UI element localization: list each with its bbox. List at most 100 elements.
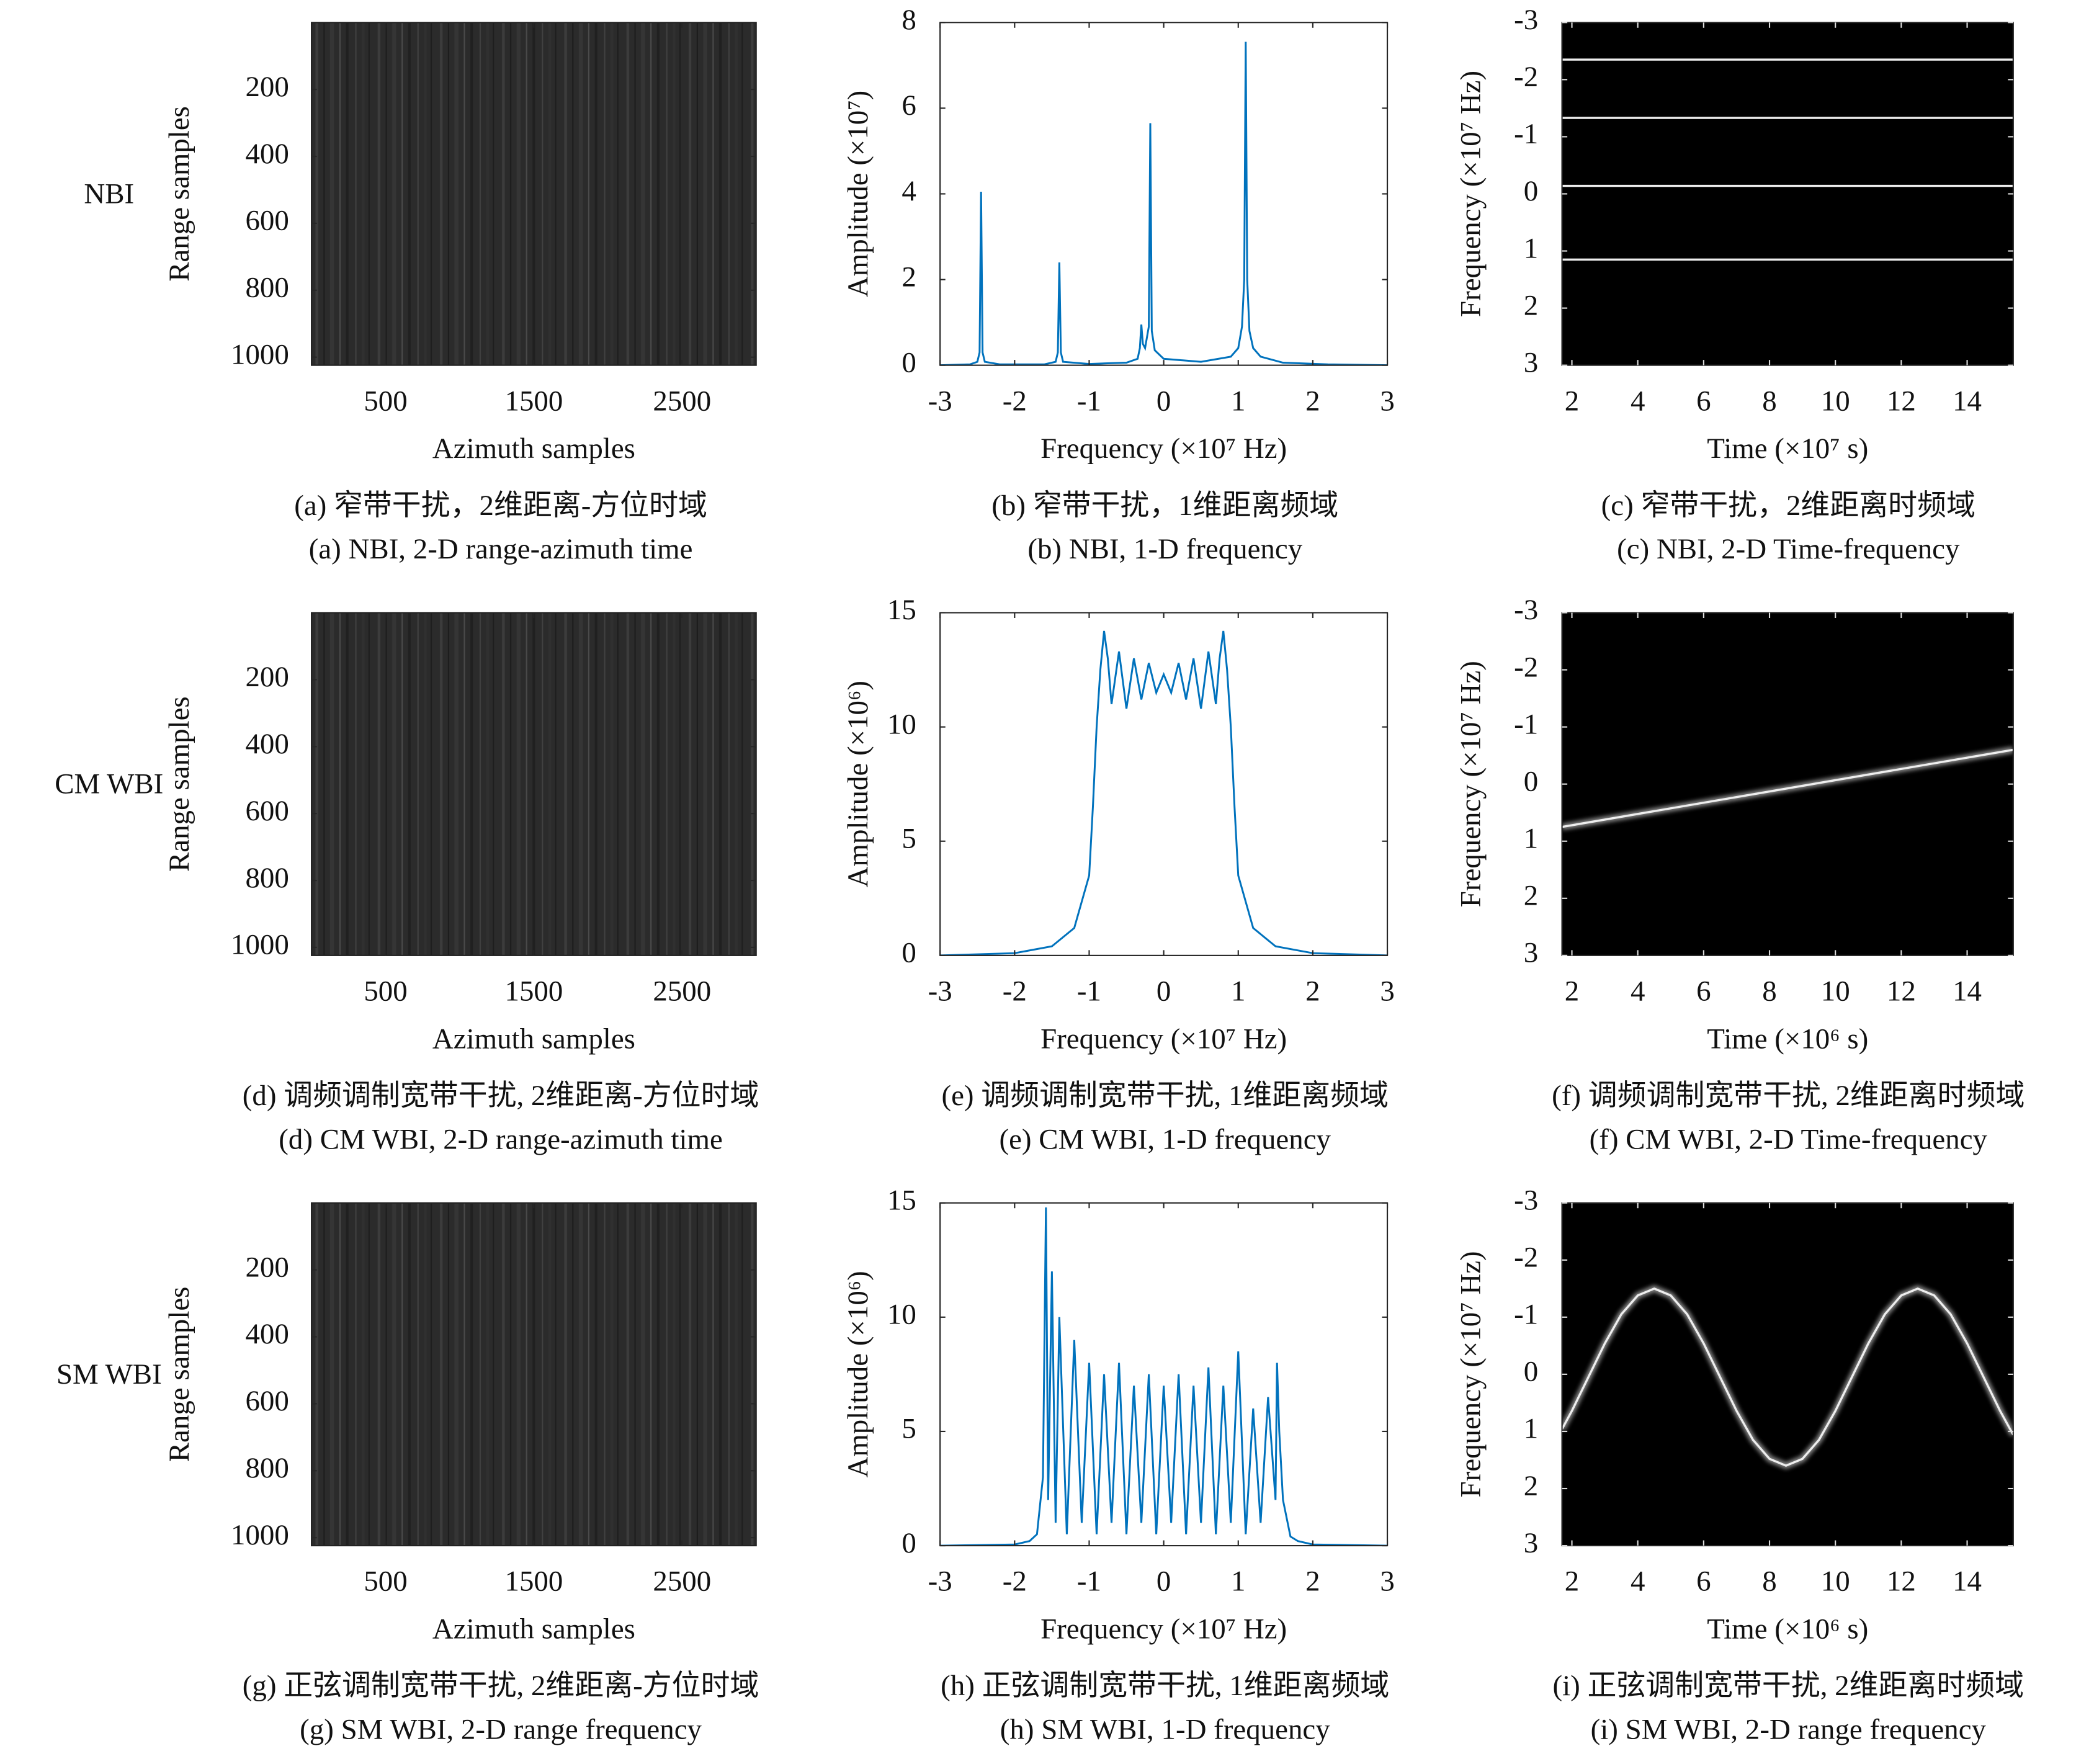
y-axis-label: Amplitude (×10⁶) [842, 681, 874, 887]
ridge [1562, 748, 2013, 828]
y-axis-label: Frequency (×10⁷ Hz) [1454, 1251, 1487, 1497]
x-tick-label: 0 [1157, 975, 1171, 1007]
image-field [311, 1202, 756, 1546]
y-tick-label: -3 [1514, 4, 1538, 36]
caption: (g) SM WBI, 2-D range frequency [300, 1714, 702, 1746]
caption: (h) 正弦调制宽带干扰, 1维距离频域 [941, 1670, 1389, 1702]
x-tick-label: 2500 [653, 975, 711, 1007]
x-tick-label: -2 [1003, 975, 1027, 1007]
x-tick-label: 2 [1565, 385, 1579, 417]
y-tick-label: 200 [245, 661, 289, 693]
x-tick-label: 1 [1231, 975, 1245, 1007]
x-tick-label: 12 [1887, 1565, 1916, 1598]
y-tick-label: -2 [1514, 61, 1538, 93]
x-tick-label: 2 [1565, 975, 1579, 1007]
x-tick-label: 8 [1762, 1565, 1776, 1598]
x-tick-label: 2500 [653, 1565, 711, 1598]
y-tick-label: 1000 [231, 338, 289, 370]
y-tick-label: 1000 [231, 929, 289, 961]
x-tick-label: 2 [1565, 1565, 1579, 1598]
panel: -3 -2 -1 0 1 2 3 0 2 4 6 8 Frequency (×10⁷ Hz) Amplit… [842, 4, 1395, 565]
caption: (d) CM WBI, 2-D range-azimuth time [279, 1123, 723, 1155]
row-label: NBI [84, 177, 134, 210]
y-tick-label: 5 [902, 823, 916, 855]
x-axis-label: Azimuth samples [432, 1613, 635, 1645]
caption: (h) SM WBI, 1-D frequency [1000, 1714, 1330, 1746]
caption: (c) 窄带干扰，2维距离时频域 [1601, 490, 1975, 522]
x-tick-label: 8 [1762, 385, 1776, 417]
ridge [1562, 1287, 2013, 1467]
x-tick-label: 1 [1231, 1565, 1245, 1598]
caption: (e) CM WBI, 1-D frequency [1000, 1123, 1331, 1155]
x-tick-label: 3 [1380, 385, 1394, 417]
x-tick-label: 14 [1953, 1565, 1982, 1598]
y-tick-label: -3 [1514, 594, 1538, 626]
spectrum-line [940, 630, 1388, 956]
caption: (b) NBI, 1-D frequency [1027, 533, 1302, 565]
caption: (a) 窄带干扰，2维距离-方位时域 [294, 490, 707, 522]
y-tick-label: 0 [902, 937, 916, 969]
x-tick-label: -2 [1003, 1565, 1027, 1598]
x-tick-label: 6 [1696, 1565, 1711, 1598]
y-tick-label: 400 [245, 138, 289, 170]
caption: (g) 正弦调制宽带干扰, 2维距离-方位时域 [243, 1670, 759, 1702]
panel: 500 1500 2500 200 400 600 800 1000 Azimuth sampl… [84, 22, 757, 565]
spectrogram-field [1562, 22, 2013, 365]
y-axis-label: Frequency (×10⁷ Hz) [1454, 661, 1487, 907]
y-tick-label: 8 [902, 4, 916, 36]
y-tick-label: 0 [902, 346, 916, 378]
y-tick-label: -1 [1514, 1299, 1538, 1331]
x-axis-label: Time (×10⁶ s) [1707, 1023, 1868, 1055]
caption: (i) SM WBI, 2-D range frequency [1591, 1714, 1987, 1746]
y-tick-label: 3 [1524, 346, 1538, 378]
y-axis-label: Range samples [163, 106, 195, 282]
panel: -3 -2 -1 0 1 2 3 0 5 10 15 Frequency (×10⁷ Hz) Ampli… [842, 594, 1395, 1155]
y-tick-label: 200 [245, 1251, 289, 1283]
y-tick-label: 1 [1524, 823, 1538, 855]
y-tick-label: 600 [245, 795, 289, 827]
x-tick-label: 1500 [505, 385, 563, 417]
y-tick-label: 800 [245, 1452, 289, 1484]
y-tick-label: 2 [1524, 880, 1538, 912]
x-tick-label: 3 [1380, 1565, 1394, 1598]
x-tick-label: -1 [1077, 975, 1101, 1007]
x-tick-label: 6 [1696, 975, 1711, 1007]
row-label: CM WBI [55, 768, 163, 800]
x-tick-label: 14 [1953, 385, 1982, 417]
panel: 500 1500 2500 200 400 600 800 1000 Azimuth sampl… [55, 612, 759, 1155]
x-axis-label: Frequency (×10⁷ Hz) [1040, 432, 1287, 465]
x-tick-label: 4 [1631, 1565, 1645, 1598]
y-tick-label: 0 [1524, 175, 1538, 207]
y-tick-label: 10 [887, 1299, 916, 1331]
y-tick-label: 5 [902, 1413, 916, 1445]
y-tick-label: -3 [1514, 1184, 1538, 1216]
caption: (e) 调频调制宽带干扰, 1维距离频域 [942, 1080, 1389, 1112]
x-tick-label: 1500 [505, 975, 563, 1007]
x-tick-label: 14 [1953, 975, 1982, 1007]
x-tick-label: 2500 [653, 385, 711, 417]
x-axis-label: Frequency (×10⁷ Hz) [1040, 1613, 1287, 1645]
y-axis-label: Range samples [163, 696, 195, 872]
x-tick-label: 3 [1380, 975, 1394, 1007]
y-tick-label: 4 [902, 175, 916, 207]
x-tick-label: 2 [1305, 1565, 1320, 1598]
x-tick-label: 0 [1157, 385, 1171, 417]
spectrum-line [940, 42, 1388, 365]
y-tick-label: 1 [1524, 1413, 1538, 1445]
x-tick-label: 2 [1305, 975, 1320, 1007]
y-tick-label: 1000 [231, 1519, 289, 1551]
spectrogram-field [1562, 1202, 2013, 1546]
image-field [311, 612, 756, 956]
x-tick-label: 6 [1696, 385, 1711, 417]
y-tick-label: -2 [1514, 1242, 1538, 1274]
x-tick-label: 2 [1305, 385, 1320, 417]
x-tick-label: 1 [1231, 385, 1245, 417]
y-tick-label: 400 [245, 1318, 289, 1350]
x-axis-label: Time (×10⁷ s) [1707, 432, 1868, 465]
x-tick-label: 12 [1887, 975, 1916, 1007]
y-tick-label: 600 [245, 1385, 289, 1417]
y-tick-label: 3 [1524, 937, 1538, 969]
caption: (f) CM WBI, 2-D Time-frequency [1590, 1123, 1988, 1155]
